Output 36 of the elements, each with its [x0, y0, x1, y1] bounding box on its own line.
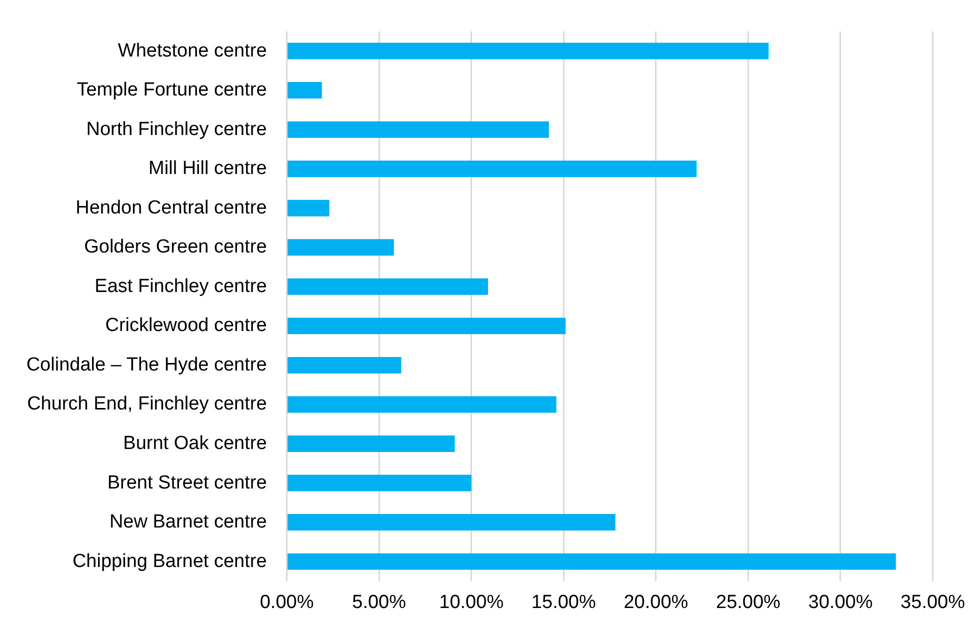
bar: [288, 318, 566, 334]
y-tick-label: Whetstone centre: [118, 40, 267, 62]
bar: [288, 121, 549, 138]
bar: [288, 42, 769, 60]
y-tick-label: Burnt Oak centre: [123, 432, 267, 454]
y-tick-label: Mill Hill centre: [148, 158, 267, 180]
y-tick-label: Colindale – The Hyde centre: [26, 354, 267, 376]
y-tick-label: East Finchley centre: [94, 276, 267, 297]
x-tick-label: 35.00%: [900, 592, 966, 613]
bar: [288, 200, 330, 216]
y-tick-label: Temple Fortune centre: [76, 80, 267, 101]
bar: [288, 278, 488, 295]
bar: [288, 160, 697, 178]
bar: [288, 396, 556, 413]
y-tick-label: Chipping Barnet centre: [72, 550, 267, 572]
y-tick-label: Brent Street centre: [107, 472, 267, 494]
bar: [288, 553, 896, 570]
bar: [288, 239, 394, 256]
bar: [288, 356, 402, 374]
y-tick-label: Cricklewood centre: [105, 315, 267, 336]
y-tick-label: New Barnet centre: [109, 512, 267, 533]
y-tick-label: Church End, Finchley centre: [27, 394, 267, 415]
x-tick-label: 15.00%: [531, 592, 596, 613]
bar: [288, 82, 322, 99]
x-tick-label: 10.00%: [439, 592, 504, 613]
x-tick-label: 30.00%: [808, 592, 873, 613]
x-tick-label: 0.00%: [260, 592, 314, 613]
y-tick-label: Golders Green centre: [84, 236, 267, 258]
bar: [288, 436, 455, 452]
bar: [288, 474, 472, 492]
bar: [288, 514, 616, 531]
x-tick-label: 5.00%: [352, 592, 406, 613]
y-tick-label: Hendon Central centre: [76, 197, 267, 218]
y-tick-label: North Finchley centre: [86, 118, 267, 140]
x-tick-label: 25.00%: [716, 592, 781, 613]
x-tick-label: 20.00%: [624, 592, 688, 613]
